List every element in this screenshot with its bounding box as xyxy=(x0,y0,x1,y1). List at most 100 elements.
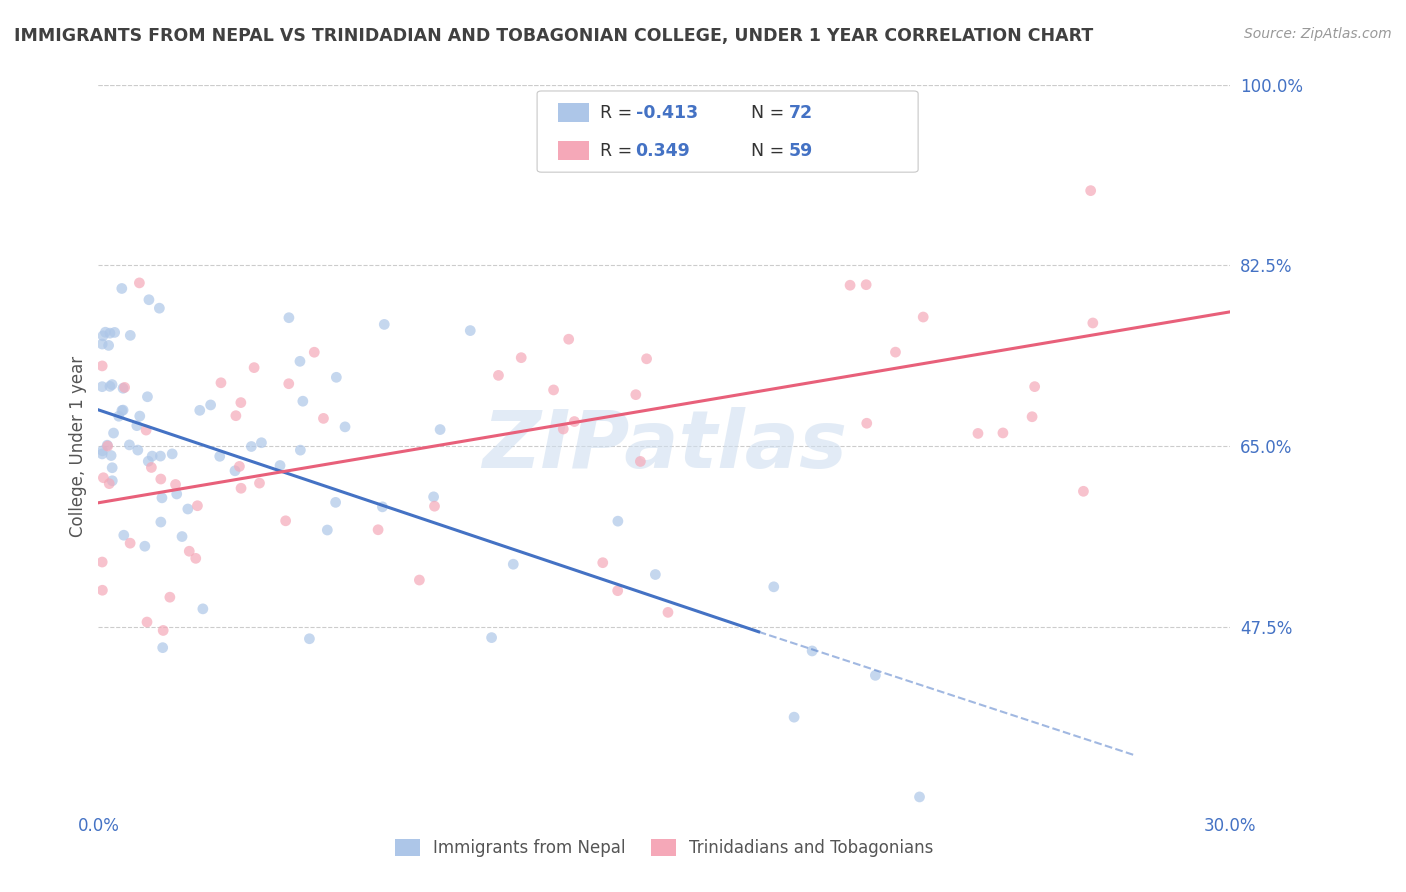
Point xyxy=(134,539,156,553)
Point xyxy=(373,318,395,332)
Point xyxy=(136,454,159,468)
Y-axis label: College, Under 1 year: College, Under 1 year xyxy=(69,355,87,537)
Point xyxy=(333,420,356,434)
Point xyxy=(1080,184,1102,198)
Point xyxy=(692,109,714,123)
Text: R =: R = xyxy=(600,142,638,160)
Point xyxy=(127,443,149,458)
Point xyxy=(240,440,263,454)
Point xyxy=(94,325,117,339)
Point xyxy=(177,502,200,516)
Point xyxy=(101,460,124,475)
Point xyxy=(290,443,312,458)
Point xyxy=(783,710,806,724)
Point xyxy=(128,276,150,290)
Point xyxy=(371,500,394,514)
Point xyxy=(120,536,142,550)
Text: ZIPatlas: ZIPatlas xyxy=(482,407,846,485)
Point xyxy=(93,471,115,485)
Point xyxy=(325,370,347,384)
Point xyxy=(1081,316,1104,330)
Point xyxy=(762,580,785,594)
Point xyxy=(136,390,159,404)
Point xyxy=(165,477,187,491)
Point xyxy=(138,293,160,307)
Point xyxy=(120,328,142,343)
Point xyxy=(564,415,586,429)
Point xyxy=(141,460,163,475)
Point xyxy=(98,476,121,491)
Text: IMMIGRANTS FROM NEPAL VS TRINIDADIAN AND TOBAGONIAN COLLEGE, UNDER 1 YEAR CORREL: IMMIGRANTS FROM NEPAL VS TRINIDADIAN AND… xyxy=(14,27,1094,45)
Point xyxy=(179,544,201,558)
Point xyxy=(152,640,174,655)
Point xyxy=(884,345,907,359)
Point xyxy=(101,377,124,392)
Point xyxy=(114,380,136,394)
Point xyxy=(150,491,173,505)
Point xyxy=(152,624,174,638)
Point xyxy=(274,514,297,528)
Point xyxy=(606,514,628,528)
Point xyxy=(191,602,214,616)
Point xyxy=(908,789,931,804)
Point xyxy=(291,394,314,409)
Point xyxy=(148,301,170,315)
Point xyxy=(166,487,188,501)
Point xyxy=(224,464,246,478)
Point xyxy=(97,439,120,453)
Point xyxy=(208,450,231,464)
Point xyxy=(101,474,124,488)
Point xyxy=(967,426,990,441)
Point xyxy=(91,337,114,351)
Legend: Immigrants from Nepal, Trinidadians and Tobagonians: Immigrants from Nepal, Trinidadians and … xyxy=(388,832,941,864)
Point xyxy=(225,409,247,423)
Point xyxy=(91,379,114,393)
Point xyxy=(1073,484,1095,499)
Point xyxy=(481,631,503,645)
Point xyxy=(91,359,114,373)
Point xyxy=(96,438,118,452)
Text: N =: N = xyxy=(751,142,790,160)
Point xyxy=(288,354,311,368)
Text: R =: R = xyxy=(600,103,638,121)
Point xyxy=(657,605,679,619)
Point xyxy=(298,632,321,646)
Point xyxy=(98,326,121,341)
Point xyxy=(91,555,114,569)
Point xyxy=(184,551,207,566)
Point xyxy=(97,338,120,352)
Point xyxy=(135,423,157,437)
Point xyxy=(543,383,565,397)
Point xyxy=(118,438,141,452)
Point xyxy=(170,530,193,544)
Point xyxy=(112,403,135,417)
Point xyxy=(91,447,114,461)
Point xyxy=(104,326,127,340)
Point xyxy=(606,583,628,598)
Point xyxy=(269,458,291,473)
Point xyxy=(149,515,172,529)
Point xyxy=(644,567,666,582)
Point xyxy=(367,523,389,537)
Point xyxy=(91,583,114,598)
Point xyxy=(141,449,163,463)
Text: 72: 72 xyxy=(789,103,813,121)
Point xyxy=(149,472,172,486)
Point xyxy=(250,435,273,450)
Text: 0.349: 0.349 xyxy=(636,142,690,160)
Point xyxy=(865,668,887,682)
Point xyxy=(801,644,824,658)
Point xyxy=(188,403,211,417)
Point xyxy=(423,499,446,513)
Point xyxy=(229,395,252,409)
Point xyxy=(107,409,129,424)
Point xyxy=(855,277,877,292)
Point xyxy=(98,379,121,393)
Text: Source: ZipAtlas.com: Source: ZipAtlas.com xyxy=(1244,27,1392,41)
Point xyxy=(111,281,134,295)
Point xyxy=(128,409,150,423)
Point xyxy=(243,360,266,375)
Point xyxy=(408,573,430,587)
Point xyxy=(624,387,647,401)
Point xyxy=(149,449,172,463)
